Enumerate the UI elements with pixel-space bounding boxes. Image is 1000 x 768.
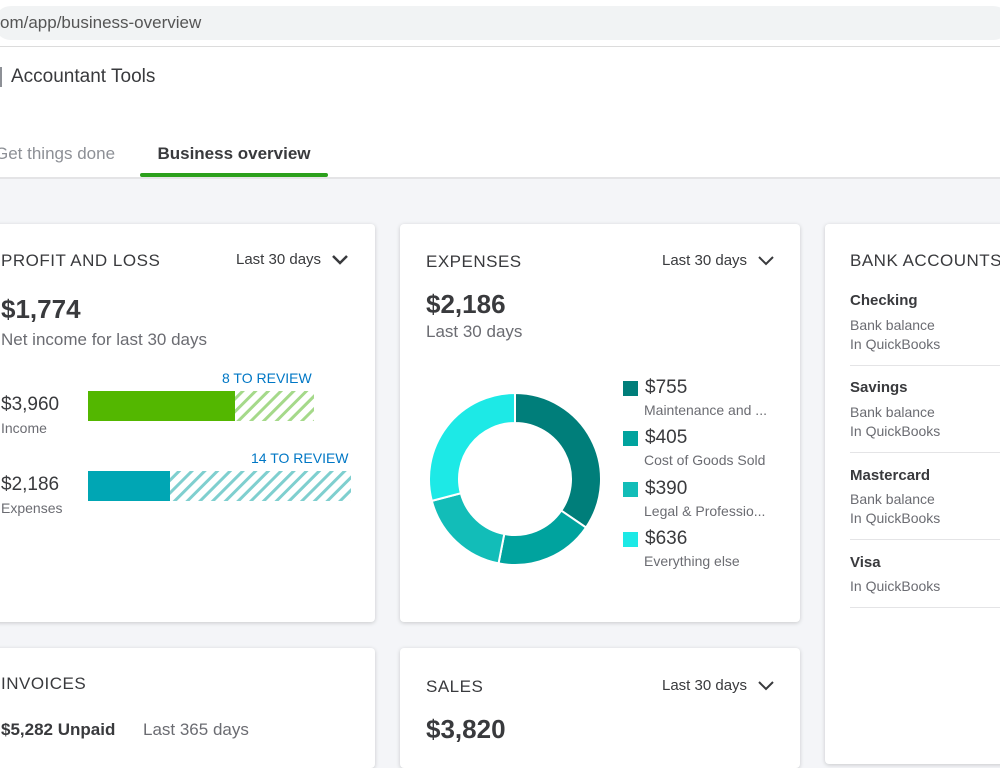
donut-slice-everything-else[interactable] xyxy=(428,391,516,503)
bank-balance-label: Bank balance xyxy=(850,404,935,420)
sales-card: SALES Last 30 days $3,820 xyxy=(400,648,800,768)
accountant-tools-label: Accountant Tools xyxy=(11,66,156,87)
card-title: EXPENSES xyxy=(426,252,522,271)
card-title: PROFIT AND LOSS xyxy=(1,251,161,270)
quickbooks-balance-label: In QuickBooks xyxy=(850,510,941,526)
donut-slice-maintenance[interactable] xyxy=(514,391,602,529)
chevron-down-icon xyxy=(758,680,774,690)
bank-account-savings[interactable]: Savings Bank balance In QuickBooks xyxy=(850,379,1000,449)
period-dropdown[interactable]: Last 30 days xyxy=(662,252,775,269)
income-review-link[interactable]: 8 TO REVIEW xyxy=(222,370,312,386)
tab-business-overview[interactable]: Business overview xyxy=(140,137,328,177)
bank-account-name: Checking xyxy=(850,292,918,309)
invoices-unpaid-amount[interactable]: $5,282 Unpaid xyxy=(1,720,116,739)
income-amount: $3,960 xyxy=(1,394,60,415)
income-label: Income xyxy=(1,420,47,436)
bank-account-visa[interactable]: Visa In QuickBooks xyxy=(850,554,1000,604)
chevron-down-icon xyxy=(758,255,774,265)
divider xyxy=(850,539,1000,540)
sales-total: $3,820 xyxy=(426,714,506,744)
legend-label: Cost of Goods Sold xyxy=(644,452,766,468)
period-dropdown[interactable]: Last 30 days xyxy=(662,677,775,694)
legend-swatch xyxy=(623,532,638,547)
expenses-review-link[interactable]: 14 TO REVIEW xyxy=(251,450,349,466)
legend-swatch xyxy=(623,431,638,446)
expenses-donut-chart[interactable] xyxy=(425,389,605,569)
expenses-total: $2,186 xyxy=(426,289,506,319)
url-field[interactable]: om/app/business-overview xyxy=(0,6,1000,40)
legend-amount[interactable]: $755 xyxy=(645,377,688,398)
bank-accounts-card: BANK ACCOUNTS Checking Bank balance In Q… xyxy=(825,224,1000,764)
card-title: BANK ACCOUNTS xyxy=(850,251,1000,270)
card-title: SALES xyxy=(426,677,484,696)
invoices-card: INVOICES $5,282 Unpaid Last 365 days xyxy=(0,648,375,768)
expenses-card: EXPENSES Last 30 days $2,186 Last 30 day… xyxy=(400,224,800,622)
legend-amount[interactable]: $390 xyxy=(645,478,688,499)
legend-amount[interactable]: $636 xyxy=(645,528,688,549)
period-label: Last 30 days xyxy=(662,677,748,694)
divider xyxy=(850,365,1000,366)
income-bar[interactable] xyxy=(88,391,314,421)
quickbooks-balance-label: In QuickBooks xyxy=(850,423,941,439)
income-reviewed-fill xyxy=(88,391,235,421)
donut-slice-legal-professional[interactable] xyxy=(430,492,506,565)
donut-slice-cost-of-goods-sold[interactable] xyxy=(497,509,588,566)
chevron-down-icon xyxy=(332,254,348,265)
legend-swatch xyxy=(623,381,638,396)
legend-swatch xyxy=(623,482,638,497)
tab-get-things-done[interactable]: Get things done xyxy=(0,144,116,163)
accountant-tools-link[interactable]: Accountant Tools xyxy=(0,66,155,88)
net-income-amount: $1,774 xyxy=(1,294,81,324)
page-header: Accountant Tools Get things done Busines… xyxy=(0,47,1000,179)
expenses-bar[interactable] xyxy=(88,471,351,501)
bank-balance-label: Bank balance xyxy=(850,491,935,507)
bank-account-name: Mastercard xyxy=(850,467,931,484)
tabs-divider xyxy=(0,177,1000,179)
bank-account-checking[interactable]: Checking Bank balance In QuickBooks xyxy=(850,292,1000,362)
period-label: Last 30 days xyxy=(662,252,748,269)
legend-label: Legal & Professio... xyxy=(644,503,766,519)
browser-address-bar: om/app/business-overview xyxy=(0,0,1000,47)
briefcase-icon xyxy=(0,67,2,87)
legend-label: Maintenance and ... xyxy=(644,402,767,418)
expenses-label: Expenses xyxy=(1,500,63,516)
quickbooks-balance-label: In QuickBooks xyxy=(850,336,941,352)
expenses-reviewed-fill xyxy=(88,471,170,501)
period-dropdown[interactable]: Last 30 days xyxy=(236,251,349,268)
invoices-period-label: Last 365 days xyxy=(143,720,249,739)
legend-amount[interactable]: $405 xyxy=(645,427,688,448)
bank-account-name: Visa xyxy=(850,554,881,571)
expenses-total-label: Last 30 days xyxy=(426,322,523,341)
bank-account-name: Savings xyxy=(850,379,908,396)
period-label: Last 30 days xyxy=(236,251,322,268)
overview-tabs: Get things done Business overview xyxy=(0,137,1000,179)
expenses-amount: $2,186 xyxy=(1,474,60,495)
divider xyxy=(850,607,1000,608)
card-title: INVOICES xyxy=(1,674,87,693)
divider xyxy=(850,452,1000,453)
quickbooks-balance-label: In QuickBooks xyxy=(850,578,941,594)
bank-account-mastercard[interactable]: Mastercard Bank balance In QuickBooks xyxy=(850,467,1000,537)
net-income-label: Net income for last 30 days xyxy=(1,330,207,349)
bank-balance-label: Bank balance xyxy=(850,317,935,333)
legend-label: Everything else xyxy=(644,553,740,569)
profit-and-loss-card: PROFIT AND LOSS Last 30 days $1,774 Net … xyxy=(0,224,375,622)
